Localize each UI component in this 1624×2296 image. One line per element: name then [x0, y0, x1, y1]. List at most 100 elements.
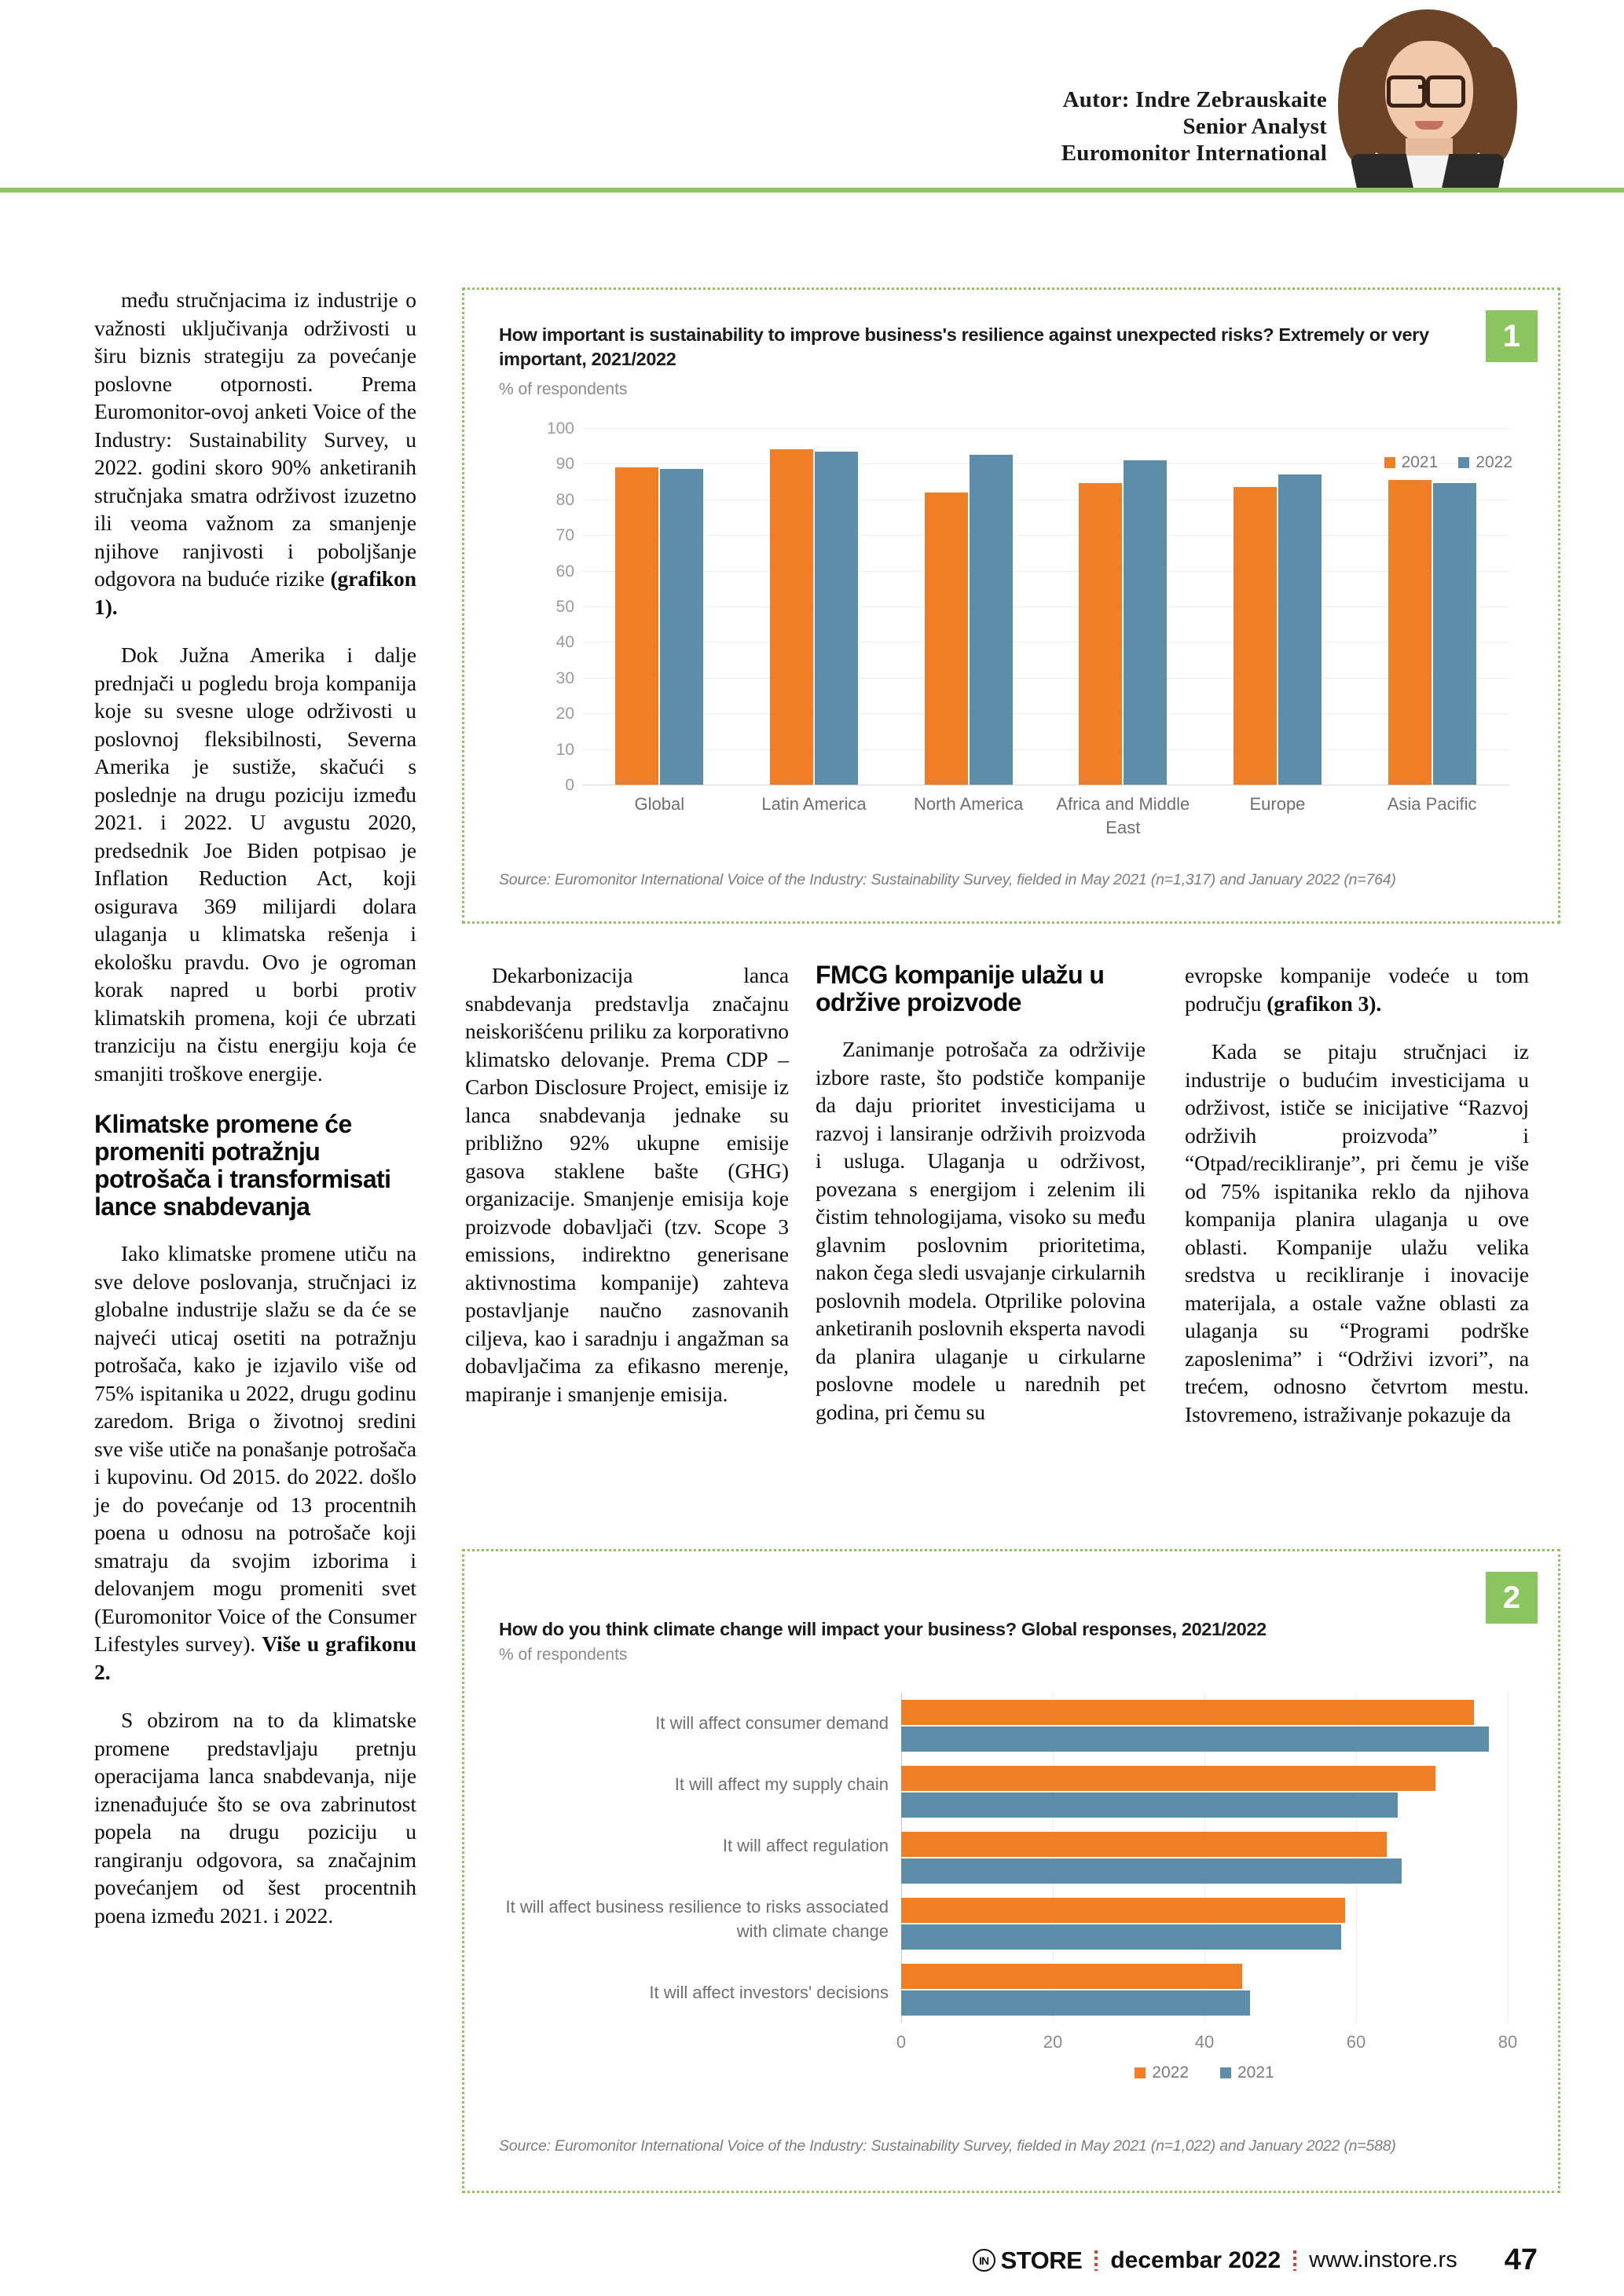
bar-2022: [901, 1898, 1345, 1923]
y-category-label: It will affect consumer demand: [655, 1713, 889, 1734]
chart1-x-axis-categories: Global Latin America North America Africa a…: [582, 793, 1509, 840]
bar-2022: [1278, 474, 1322, 785]
y-tick-label: 60: [555, 562, 574, 580]
y-tick-label: 30: [555, 668, 574, 687]
chart2-title: How do you think climate change will imp…: [499, 1619, 1267, 1639]
article-column-4: evropske kompanije vodeće u tom području…: [1185, 961, 1529, 1428]
author-name: Autor: Indre Zebrauskaite: [1062, 87, 1327, 112]
bar-group: [1388, 428, 1476, 785]
chart2-bars: [901, 1693, 1508, 2023]
chart1-y-axis-ticks: 0 10 20 30 40 50 60 70 80 90 100: [533, 419, 574, 794]
legend-label: 2022: [1476, 453, 1512, 471]
y-tick-label: 100: [546, 419, 574, 438]
legend-swatch: [1384, 457, 1395, 468]
gridline: [582, 642, 1509, 643]
author-company: Euromonitor International: [1061, 141, 1327, 166]
bar-2021: [769, 449, 813, 785]
footer-dot-divider-2: [1293, 2250, 1297, 2271]
gridline: [582, 535, 1509, 536]
legend-item-2021: 2021: [1220, 2063, 1274, 2082]
bar-2022: [901, 1766, 1436, 1791]
author-byline: Autor: Indre Zebrauskaite Senior Analyst…: [1061, 86, 1327, 167]
bar-2021: [901, 1924, 1341, 1950]
legend-label: 2022: [1152, 2063, 1189, 2082]
gridline: [1508, 1693, 1509, 2023]
bar-2022: [1124, 460, 1168, 785]
instore-logo: IN STORE: [972, 2246, 1083, 2275]
bar-2022: [901, 1832, 1387, 1857]
gridline: [1053, 1693, 1054, 2023]
bar-group: [901, 1700, 1508, 1752]
bar-group: [901, 1766, 1508, 1818]
footer-dot-divider: [1094, 2250, 1098, 2271]
x-category-label: Global: [634, 794, 685, 814]
section-heading-climate: Klimatske promene će promeniti potražnju…: [94, 1110, 391, 1221]
x-category-label: Europe: [1249, 794, 1306, 814]
x-category-label: North America: [913, 794, 1024, 814]
bar-2022: [901, 1700, 1474, 1725]
chart2-x-axis-ticks: 0 20 40 60 80: [896, 2032, 1517, 2056]
y-tick-label: 10: [555, 740, 574, 759]
legend-swatch: [1135, 2067, 1146, 2078]
bar-group: [615, 428, 704, 785]
logo-text: STORE: [1000, 2246, 1083, 2274]
bar-2021: [901, 1727, 1489, 1752]
footer-date: decembar 2022: [1110, 2247, 1281, 2273]
paragraph: Iako klimatske promene utiču na sve delo…: [94, 1241, 416, 1684]
gridline: [582, 749, 1509, 750]
y-category-label: It will affect my supply chain: [674, 1774, 889, 1795]
chart1-gridlines: [582, 428, 1509, 785]
chart1-bars: [582, 428, 1509, 785]
article-column-2: Dekarbonizacija lanca snabdevanja predst…: [465, 961, 789, 1408]
page-header: Autor: Indre Zebrauskaite Senior Analyst…: [0, 0, 1624, 195]
chart1-plot-area: [582, 428, 1509, 785]
gridline: [582, 428, 1509, 429]
bar-2022: [1432, 483, 1476, 785]
author-portrait: [1333, 6, 1522, 189]
paragraph: evropske kompanije vodeće u tom području…: [1185, 963, 1529, 1016]
y-tick-label: 80: [555, 490, 574, 509]
x-tick-label: 60: [1346, 2032, 1366, 2052]
legend-swatch: [1220, 2067, 1231, 2078]
page-number: 47: [1504, 2243, 1538, 2276]
chart2-source: Source: Euromonitor International Voice …: [499, 2137, 1396, 2155]
bar-2021: [901, 1792, 1399, 1818]
bar-group: [901, 1964, 1508, 2016]
chart2-plot-area: [901, 1693, 1509, 2023]
chart-figure-1: 1 How important is sustainability to imp…: [462, 287, 1560, 924]
bar-2022: [901, 1964, 1243, 1989]
legend-label: 2021: [1237, 2063, 1274, 2082]
bar-group: [769, 428, 858, 785]
y-category-label: It will affect investors' decisions: [649, 1982, 889, 2002]
legend-swatch: [1458, 457, 1470, 468]
chart1-source: Source: Euromonitor International Voice …: [499, 871, 1396, 888]
bar-2021: [1233, 486, 1277, 785]
paragraph: Zanimanje potrošača za održivije izbore …: [816, 1037, 1146, 1424]
legend-item-2022: 2022: [1458, 453, 1512, 472]
y-tick-label: 50: [555, 598, 574, 616]
x-tick-label: 80: [1498, 2032, 1518, 2052]
article-column-3: FMCG kompanije ulažu u održive proizvode…: [816, 961, 1146, 1426]
paragraph: među stručnjacima iz industrije o važnos…: [94, 287, 416, 619]
y-tick-label: 90: [555, 455, 574, 474]
gridline: [901, 1693, 902, 2023]
page-footer: IN STORE decembar 2022 www.instore.rs 47: [0, 2243, 1624, 2277]
x-tick-label: 0: [896, 2032, 907, 2052]
figure-badge-2: 2: [1486, 1572, 1538, 1624]
bar-2022: [660, 469, 704, 785]
chart2-y-axis-categories: It will affect consumer demand It will af…: [499, 1693, 889, 2023]
x-category-label: Asia Pacific: [1387, 794, 1477, 814]
bar-group: [901, 1832, 1508, 1884]
glasses-icon: [1387, 75, 1426, 108]
y-tick-label: 40: [555, 633, 574, 652]
y-tick-label: 0: [565, 776, 574, 794]
bar-2021: [901, 1858, 1402, 1884]
x-category-label: Africa and Middle East: [1056, 794, 1190, 837]
bar-group: [1233, 428, 1322, 785]
chart1-legend: 2021 2022: [1384, 453, 1512, 472]
footer-url: www.instore.rs: [1309, 2247, 1457, 2272]
chart1-subtitle: % of respondents: [499, 380, 628, 398]
paragraph: S obzirom na to da klimatske promene pre…: [94, 1708, 416, 1928]
chart1-title: How important is sustainability to impro…: [499, 324, 1429, 369]
bar-group: [901, 1898, 1508, 1950]
